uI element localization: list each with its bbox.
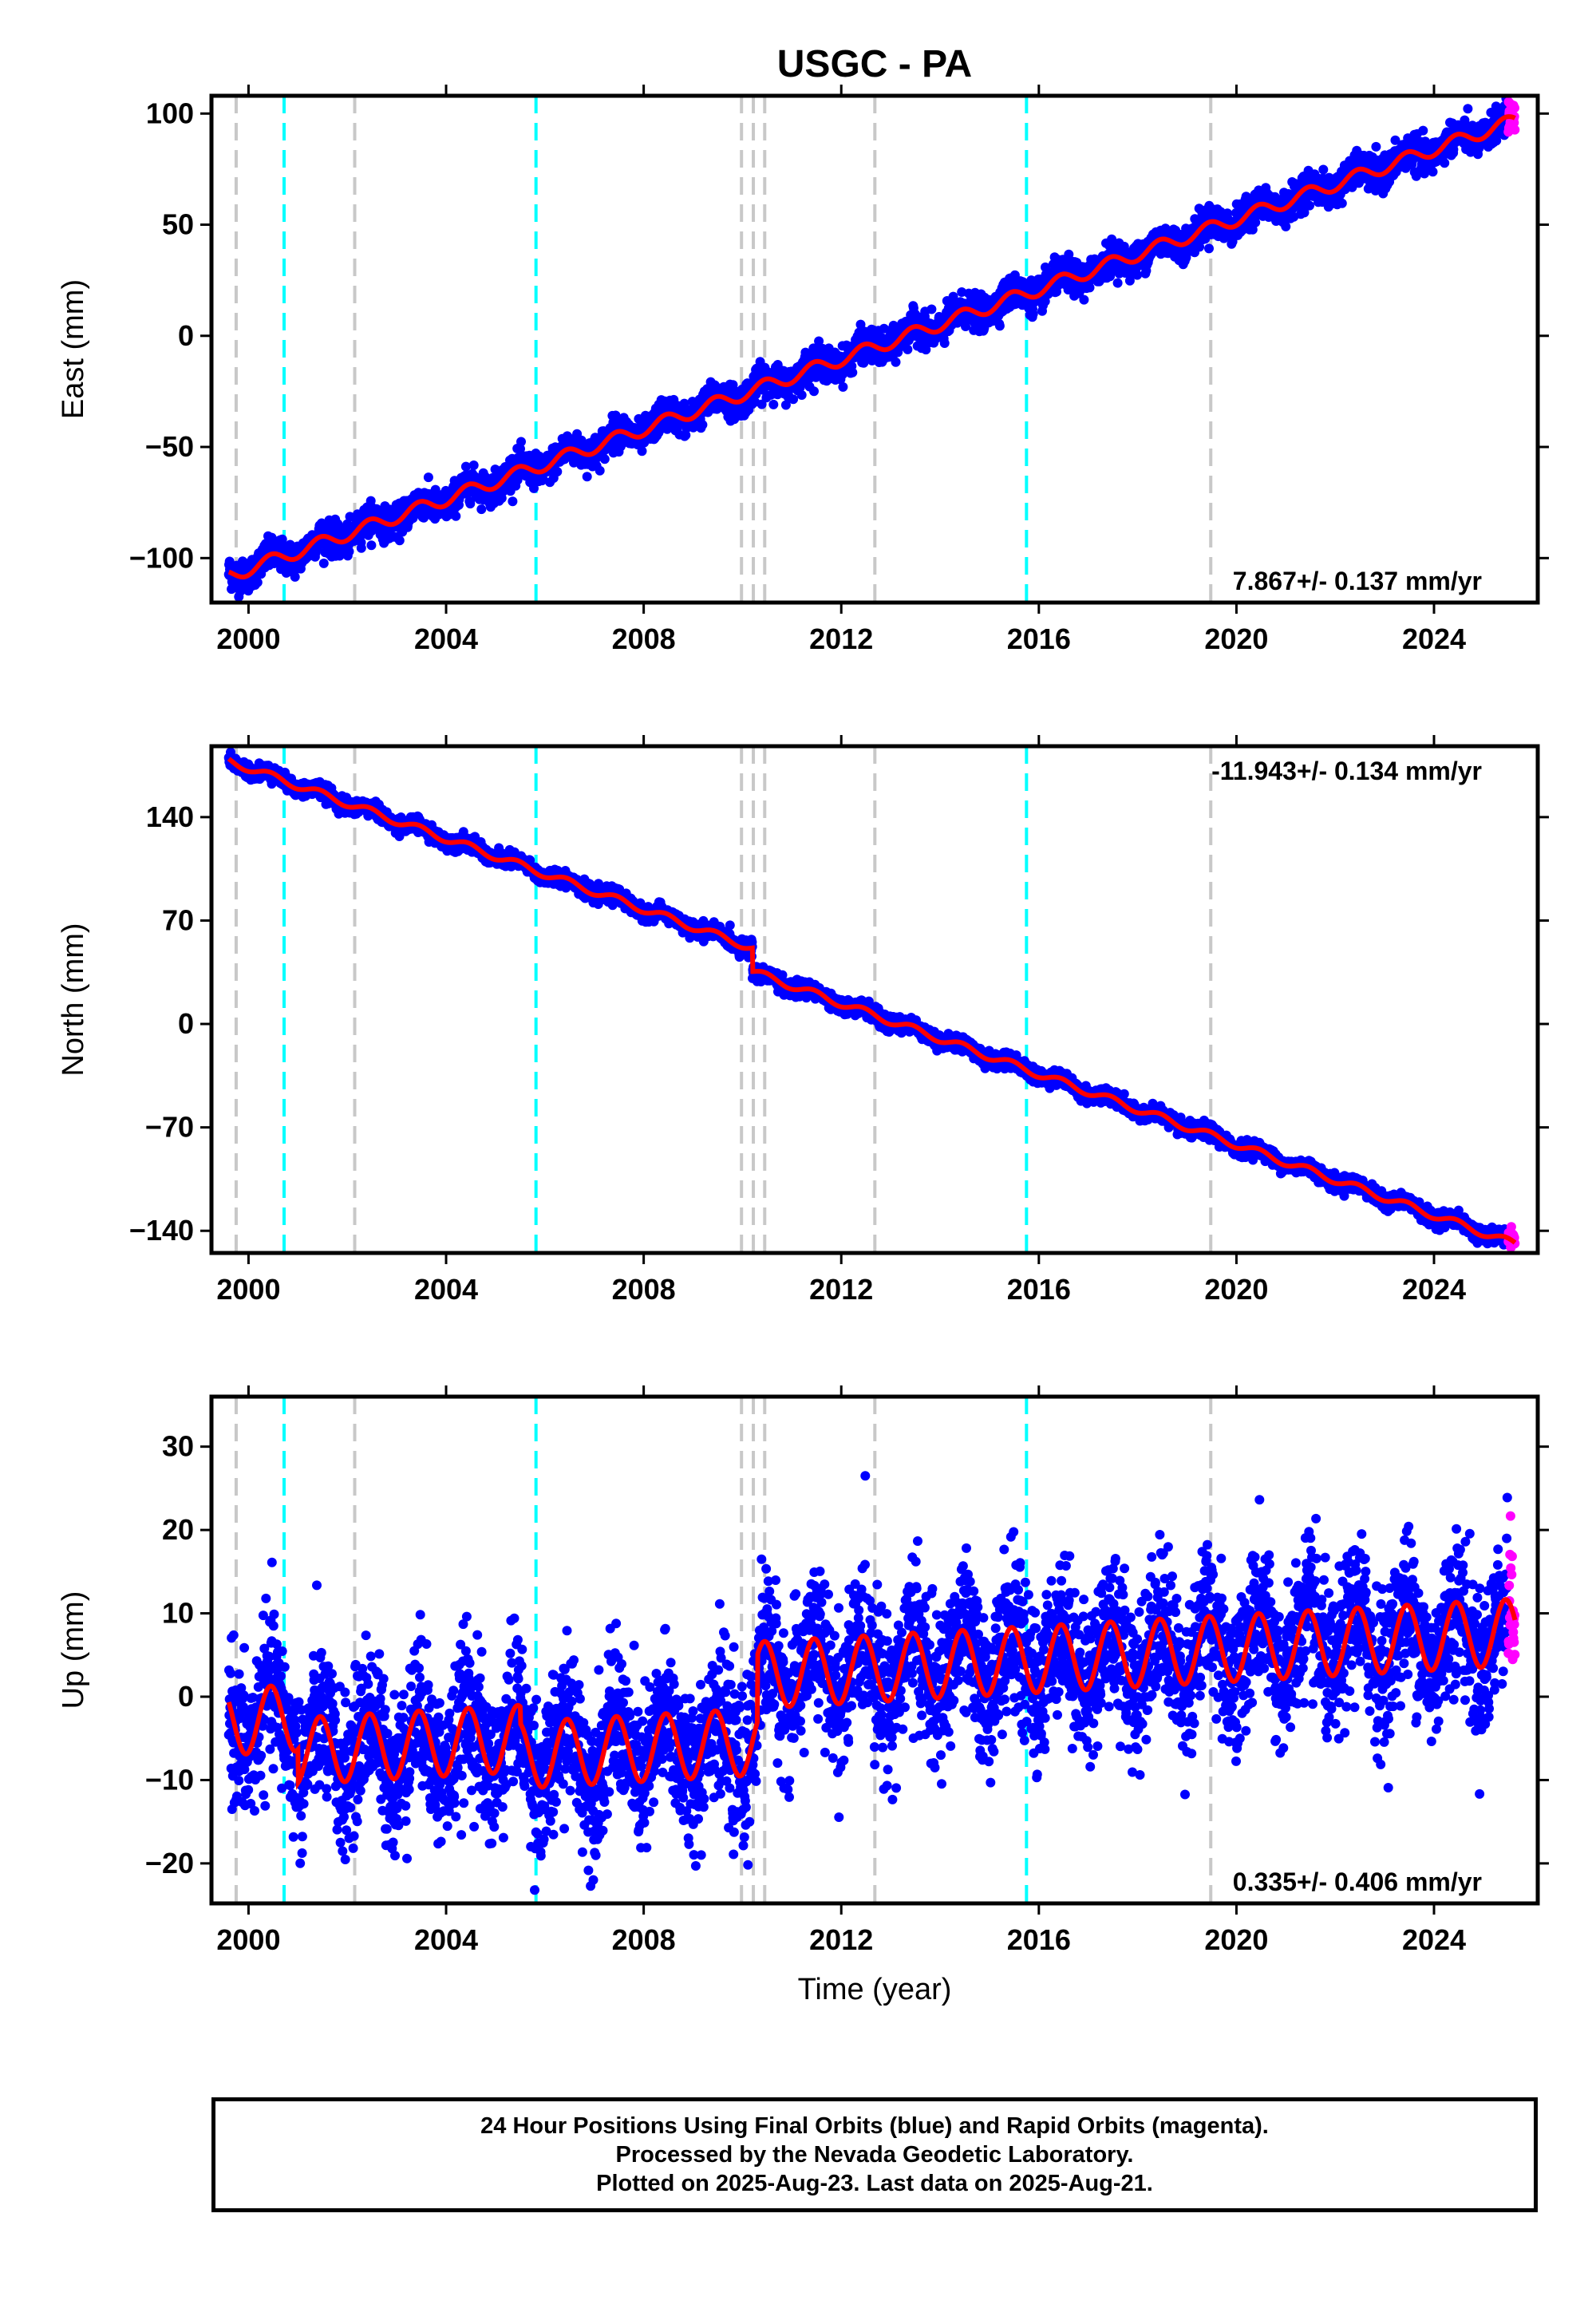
data-point [552,467,563,476]
x-tick-label: 2008 [612,622,676,655]
data-point [1428,167,1438,177]
data-point [796,390,807,400]
y-tick-label: 0 [178,319,194,352]
data-point [465,499,476,509]
data-point [1418,125,1428,136]
x-tick-label: 2012 [809,622,873,655]
data-point [610,410,621,421]
y-tick-label: 100 [146,97,194,129]
data-point [290,571,300,582]
data-point [582,472,592,482]
data-point [599,454,610,464]
data-point [1305,200,1314,211]
data-point [838,381,848,392]
data-point [994,321,1005,331]
data-point [468,460,479,470]
data-point [356,543,366,553]
data-point [366,540,377,551]
data-point [1318,164,1329,175]
data-point [451,511,461,521]
x-tick-label: 2004 [414,622,478,655]
x-tick-label: 2000 [216,622,280,655]
data-point [697,420,708,430]
data-point [476,504,487,515]
data-point [318,558,329,568]
data-point [847,367,858,377]
data-point [1112,278,1123,288]
data-point [903,344,913,354]
data-point [344,547,354,556]
x-tick-label: 2024 [1402,622,1466,655]
data-point [1028,309,1038,319]
data-point [460,461,471,472]
data-point [252,577,263,587]
data-point [419,512,429,523]
data-point [1440,158,1450,168]
data-point [1510,124,1520,135]
y-tick-label: −50 [145,430,194,463]
data-point [1204,243,1214,254]
x-tick-label: 2020 [1204,622,1268,655]
data-point [1079,294,1089,305]
panel-east: 2000 2004 2008 2012 2016 2020 2024 −100 −50 0 50 10… [57,85,1549,655]
data-point [637,446,647,456]
data-point [926,304,937,314]
rate-label: 7.867+/- 0.137 mm/yr [1233,567,1482,595]
data-point [595,465,605,476]
data-point [1084,283,1095,293]
data-point [1510,103,1519,113]
data-point [1337,198,1347,208]
data-point [516,437,526,447]
data-point [939,338,950,348]
data-point [394,536,405,546]
data-point [529,483,539,493]
data-point [788,394,799,405]
y-axis-label: East (mm) [57,279,90,419]
data-point [516,444,525,454]
panel-north: 2000 2004 2008 2012 2016 2020 2024−140−7007014… [57,735,1549,1306]
chart-title: USGC - PA [777,43,972,85]
x-tick-label: 2016 [1007,622,1071,655]
data-point [508,496,518,507]
data-point [891,357,901,367]
data-point [809,386,819,397]
y-tick-label: 50 [162,208,194,241]
data-point [768,399,779,409]
data-point [1371,141,1381,152]
data-point [1281,221,1291,231]
y-tick-label: −100 [129,541,194,574]
data-point [1132,270,1143,280]
data-point [423,472,433,483]
data-point [1463,104,1473,114]
